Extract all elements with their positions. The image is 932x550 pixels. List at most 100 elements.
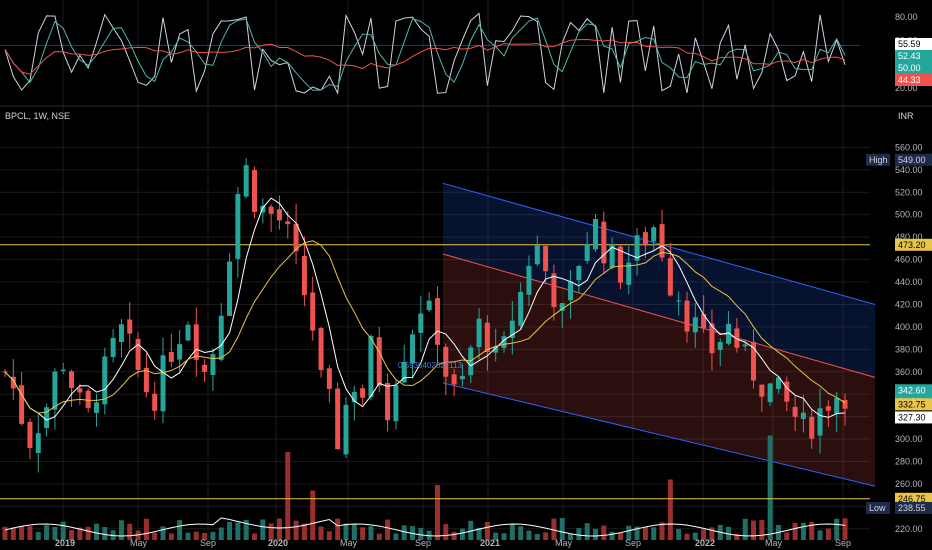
candle-body: [559, 303, 565, 311]
volume-bar: [152, 532, 158, 540]
candle-body: [360, 388, 366, 398]
volume-bar: [268, 523, 274, 540]
time-tick-label: 2019: [55, 538, 75, 548]
candle-body: [684, 300, 690, 332]
candle-body: [709, 323, 715, 354]
rsi-tick-label: 20.00: [895, 83, 918, 93]
candle-body: [19, 385, 25, 424]
candle-body: [376, 337, 382, 386]
candle-body: [2, 371, 8, 373]
candle-body: [825, 406, 831, 411]
candle-body: [609, 244, 615, 268]
candle-body: [659, 224, 665, 258]
price-tick-label: 380.00: [895, 344, 923, 354]
volume-bar: [235, 522, 241, 540]
rsi-line: [4, 12, 846, 95]
candle-body: [27, 421, 33, 448]
time-tick-label: May: [765, 538, 783, 548]
candle-body: [160, 355, 166, 412]
price-tick-label: 500.00: [895, 210, 923, 220]
rsi-ma-line: [4, 38, 846, 75]
price-tick-label: 460.00: [895, 255, 923, 265]
candle-body: [792, 406, 798, 417]
volume-bar: [385, 519, 391, 540]
candle-body: [459, 375, 465, 380]
candle-body: [168, 351, 174, 362]
volume-bar: [742, 518, 748, 540]
volume-bar: [842, 518, 848, 540]
candle-body: [227, 261, 233, 316]
candle-body: [268, 206, 274, 214]
volume-bar: [368, 526, 374, 540]
time-tick-label: Sep: [200, 538, 216, 548]
volume-bar: [659, 522, 665, 540]
volume-bar: [44, 525, 50, 540]
rsi-value-1-bg: [895, 50, 932, 62]
volume-bars: [2, 435, 848, 540]
price-tick-label: 360.00: [895, 367, 923, 377]
low-tag-bg: [866, 501, 890, 514]
volume-bar: [701, 529, 707, 540]
candle-body: [93, 402, 99, 413]
volume-bar: [734, 533, 740, 540]
volume-bar: [543, 532, 549, 540]
volume-bar: [792, 522, 798, 540]
volume-bar: [418, 527, 424, 540]
volume-bar: [817, 530, 823, 540]
high-tag: High: [869, 155, 888, 165]
volume-bar: [35, 532, 41, 540]
volume-bar: [667, 479, 673, 540]
candle-body: [135, 338, 141, 370]
candle-body: [484, 322, 490, 353]
rsi-value-1: 52.43: [898, 51, 921, 61]
candle-body: [493, 346, 499, 353]
candle-body: [152, 393, 158, 411]
volume-bar: [85, 526, 91, 540]
volume-bar: [310, 490, 316, 540]
candle-body: [243, 165, 249, 197]
volume-bar: [651, 527, 657, 540]
candle-body: [401, 361, 407, 383]
candle-body: [692, 317, 698, 333]
volume-bar: [501, 533, 507, 540]
volume-bar: [185, 532, 191, 540]
high-tag-bg: [866, 153, 890, 166]
candle-body: [576, 265, 582, 281]
volume-bar: [626, 525, 632, 540]
candle-body: [44, 407, 50, 429]
candle-body: [518, 291, 524, 326]
candlesticks: [2, 157, 848, 473]
volume-bar: [52, 526, 58, 540]
candle-body: [784, 381, 790, 402]
volume-bar: [2, 526, 8, 540]
volume-bar: [800, 522, 806, 540]
candle-body: [185, 324, 191, 341]
volume-bar: [118, 520, 124, 540]
volume-bar: [335, 518, 341, 540]
candle-body: [252, 170, 258, 212]
candle-body: [584, 243, 590, 261]
rsi-value-3: 44.33: [898, 75, 921, 85]
rsi-signal-line: [4, 17, 846, 91]
volume-bar: [301, 523, 307, 540]
volume-bar: [401, 525, 407, 540]
volume-bar: [767, 435, 773, 540]
volume-bar: [493, 532, 499, 540]
ma-slow-value: 332.75: [898, 399, 926, 409]
candle-body: [193, 324, 199, 360]
time-axis[interactable]: 2019 May Sep 2020 May Sep 2021 May Sep 2022 May Sep: [55, 538, 851, 548]
candle-body: [110, 337, 116, 357]
volume-bar: [93, 523, 99, 540]
time-tick-label: Sep: [835, 538, 851, 548]
price-axis[interactable]: 560.00 540.00 520.00 500.00 480.00 460.00 440.…: [895, 12, 923, 534]
candle-body: [418, 313, 424, 333]
candle-body: [60, 369, 66, 372]
candle-body: [701, 313, 707, 329]
regression-channel: [442, 182, 876, 487]
candle-body: [69, 371, 75, 388]
last-price-bg: [895, 384, 932, 397]
volume-bar: [568, 533, 574, 540]
candle-body: [77, 388, 83, 393]
volume-bar: [143, 518, 149, 540]
